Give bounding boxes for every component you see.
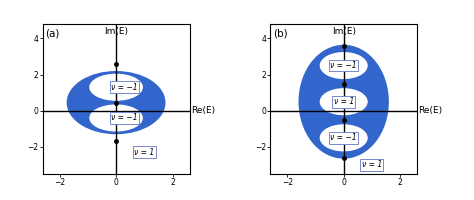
Ellipse shape bbox=[67, 71, 165, 134]
Text: (a): (a) bbox=[46, 29, 60, 39]
Text: ν = −1: ν = −1 bbox=[330, 133, 357, 142]
Text: ν = 1: ν = 1 bbox=[334, 97, 354, 106]
Ellipse shape bbox=[319, 124, 368, 151]
Text: Re(E): Re(E) bbox=[191, 106, 215, 115]
Text: ν = −1: ν = −1 bbox=[111, 83, 138, 92]
Ellipse shape bbox=[89, 74, 143, 101]
Text: ν = −1: ν = −1 bbox=[330, 61, 357, 70]
Ellipse shape bbox=[319, 52, 368, 79]
Text: ν = 1: ν = 1 bbox=[134, 148, 155, 157]
Text: Im(E): Im(E) bbox=[104, 27, 128, 36]
Ellipse shape bbox=[89, 104, 143, 132]
Text: ν = 1: ν = 1 bbox=[362, 160, 382, 169]
Ellipse shape bbox=[299, 45, 389, 159]
Text: Re(E): Re(E) bbox=[419, 106, 443, 115]
Ellipse shape bbox=[319, 88, 368, 115]
Text: Im(E): Im(E) bbox=[332, 27, 356, 36]
Text: ν = −1: ν = −1 bbox=[111, 113, 138, 122]
Text: (b): (b) bbox=[273, 29, 288, 39]
